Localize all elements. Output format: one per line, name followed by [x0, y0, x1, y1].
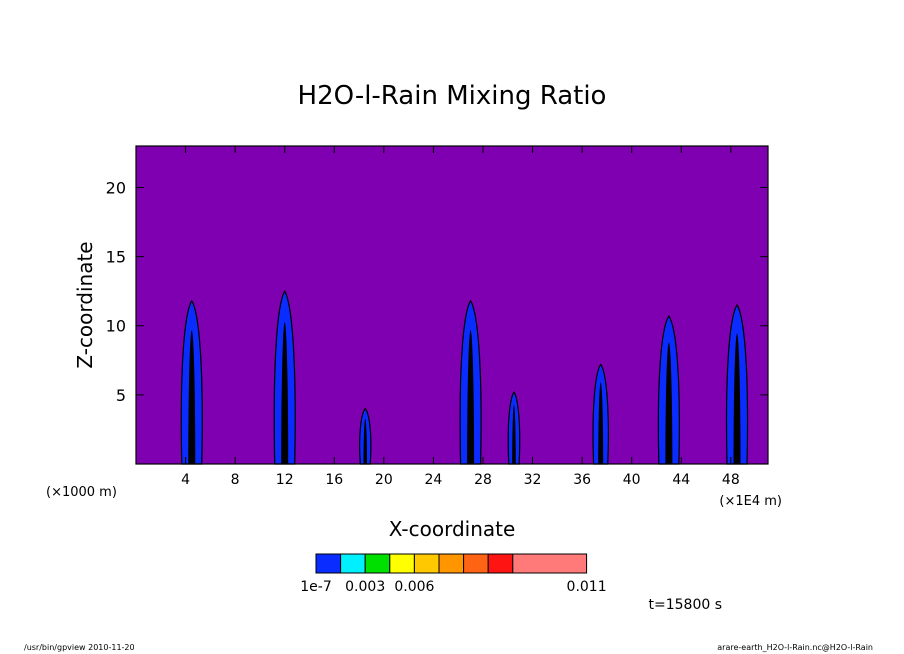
y-tick-label: 15	[106, 248, 126, 267]
footer-right: arare-earth_H2O-l-Rain.nc@H2O-l-Rain	[717, 643, 873, 652]
x-tick-label: 8	[231, 472, 240, 488]
colorbar-swatch	[315, 553, 342, 574]
footer-left: /usr/bin/gpview 2010-11-20	[24, 643, 135, 652]
x-tick-label: 16	[325, 472, 343, 488]
rain-core	[188, 330, 196, 464]
colorbar: 1e-7 0.003 0.006 0.011	[300, 553, 607, 595]
y-axis-label: Z-coordinate	[73, 241, 97, 368]
x-tick-label: 48	[722, 472, 740, 488]
colorbar-swatch	[512, 553, 588, 574]
x-tick-label: 36	[573, 472, 591, 488]
x-tick-label: 20	[375, 472, 393, 488]
x-unit-left: (×1000 m)	[46, 485, 117, 500]
x-tick-label: 32	[524, 472, 542, 488]
rain-core	[733, 333, 741, 464]
rain-core	[598, 382, 604, 464]
time-label: t=15800 s	[649, 597, 723, 613]
x-tick-label: 44	[672, 472, 690, 488]
x-unit-right: (×1E4 m)	[719, 494, 782, 509]
plot-frame	[135, 145, 769, 465]
y-tick-label: 5	[116, 386, 126, 405]
colorbar-swatch	[340, 553, 366, 574]
x-tick-label: 12	[276, 472, 294, 488]
rain-core	[363, 418, 368, 464]
x-axis-label: X-coordinate	[389, 517, 516, 541]
y-tick-label: 20	[106, 178, 126, 197]
colorbar-swatch	[389, 553, 415, 574]
colorbar-label: 0.006	[394, 579, 434, 595]
rain-core	[512, 405, 516, 464]
x-tick-label: 28	[474, 472, 492, 488]
colorbar-swatch	[487, 553, 514, 574]
x-tick-label: 4	[181, 472, 190, 488]
colorbar-label: 0.011	[567, 579, 607, 595]
colorbar-swatch	[364, 553, 391, 574]
y-tick-label: 10	[106, 317, 126, 336]
x-tick-label: 24	[424, 472, 442, 488]
rain-core	[467, 330, 475, 464]
rain-core	[281, 322, 289, 464]
chart-title: H2O-l-Rain Mixing Ratio	[298, 81, 607, 111]
x-tick-label: 40	[623, 472, 641, 488]
colorbar-swatch	[438, 553, 465, 574]
rain-core	[665, 342, 673, 464]
colorbar-label: 0.003	[345, 579, 385, 595]
colorbar-swatch	[463, 553, 489, 574]
colorbar-swatch	[413, 553, 440, 574]
colorbar-label: 1e-7	[300, 579, 331, 595]
